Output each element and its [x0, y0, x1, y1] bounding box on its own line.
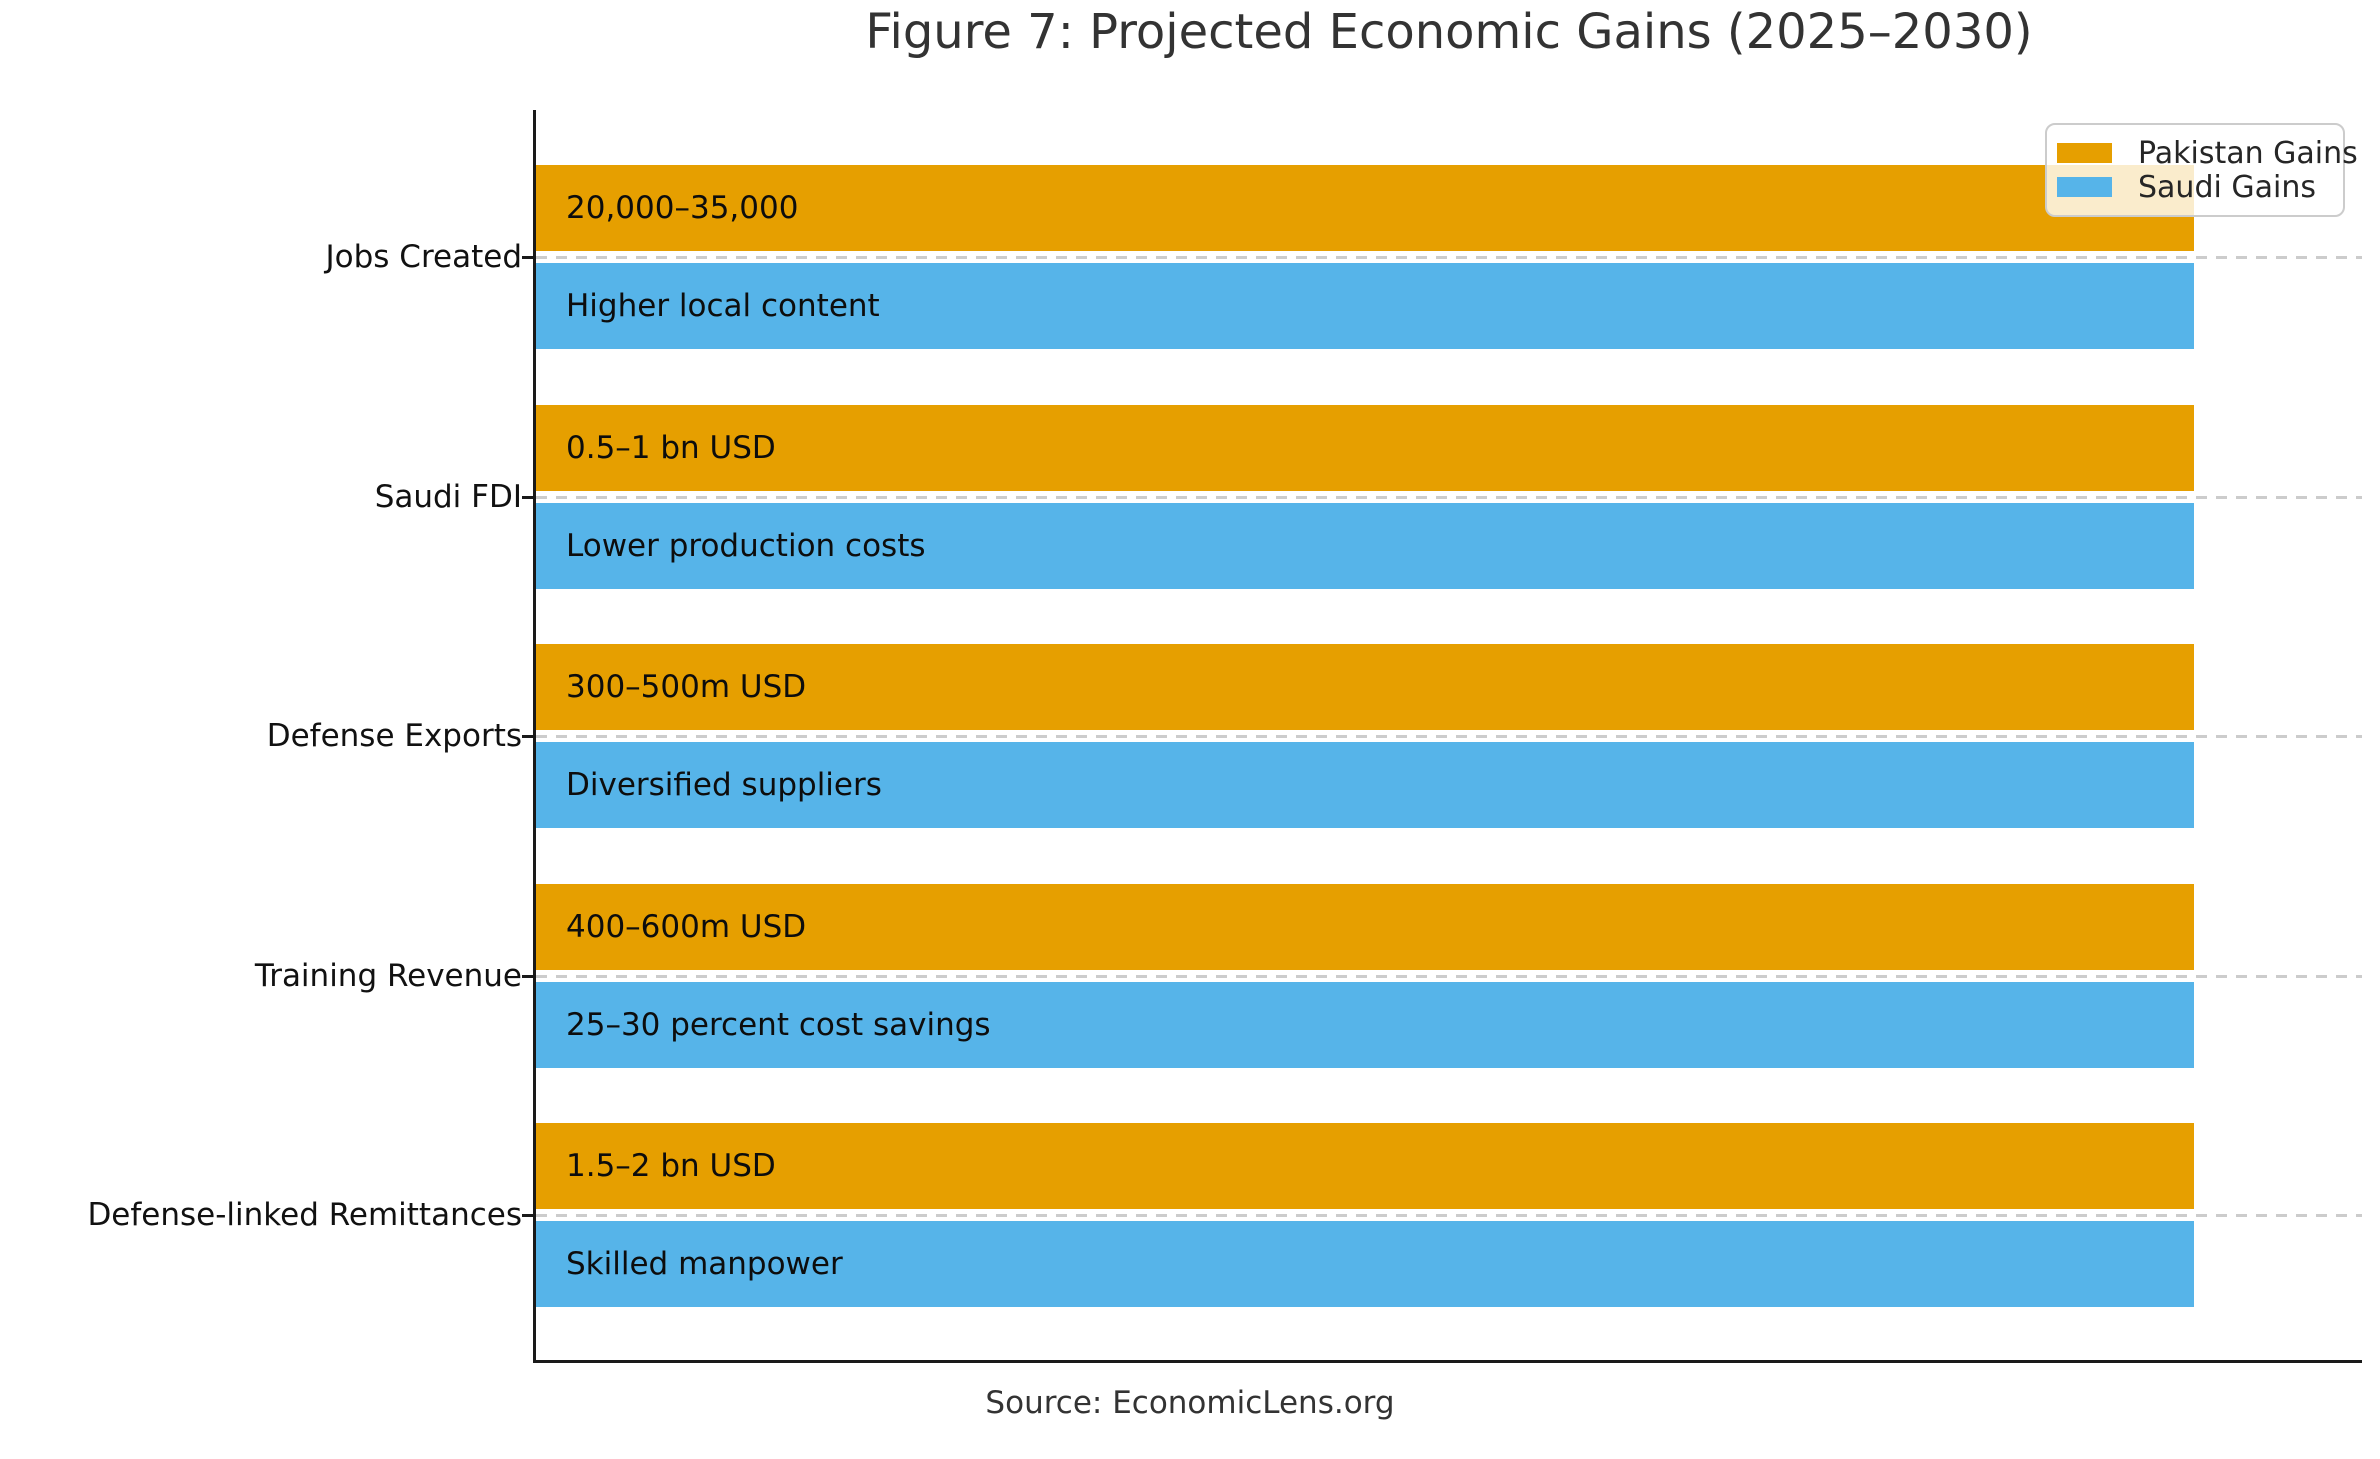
gridline	[536, 974, 2362, 978]
source-caption: Source: EconomicLens.org	[985, 1385, 1395, 1421]
axis-tick	[522, 974, 536, 978]
gridline	[536, 1214, 2362, 1217]
bar-saudi-gains: Diversified suppliers	[536, 742, 2194, 828]
bar-value-label: 25–30 percent cost savings	[566, 1006, 991, 1043]
y-axis-labels: Jobs Created Saudi FDI Defense Exports Trai…	[0, 0, 522, 1459]
bar-pakistan-gains: 0.5–1 bn USD	[536, 404, 2194, 491]
gridline	[536, 495, 2362, 499]
bar-value-label: 300–500m USD	[566, 669, 807, 705]
category-label: Defense-linked Remittances	[87, 1197, 522, 1233]
bar-value-label: Higher local content	[566, 288, 880, 324]
x-axis-line	[533, 1360, 2362, 1363]
bar-value-label: Diversified suppliers	[566, 767, 882, 803]
axis-tick	[522, 495, 536, 499]
category-label: Saudi FDI	[374, 478, 522, 515]
legend-swatch-pakistan	[2057, 143, 2112, 163]
bar-pakistan-gains: 400–600m USD	[536, 883, 2194, 970]
bar-value-label: 1.5–2 bn USD	[566, 1148, 776, 1184]
axis-tick	[522, 256, 536, 259]
plot-area: 20,000–35,000 Higher local content 0.5–1 b…	[522, 110, 2362, 1363]
bar-value-label: Lower production costs	[566, 527, 926, 564]
bar-saudi-gains: Higher local content	[536, 263, 2194, 349]
bar-value-label: 400–600m USD	[566, 908, 807, 945]
legend-label-pakistan: Pakistan Gains	[2138, 135, 2358, 171]
gridline	[536, 735, 2362, 738]
bar-pakistan-gains: 300–500m USD	[536, 644, 2194, 730]
category-label: Training Revenue	[254, 957, 522, 994]
chart-title: Figure 7: Projected Economic Gains (2025…	[865, 4, 2033, 60]
bar-value-label: 0.5–1 bn USD	[566, 429, 776, 466]
gridline	[536, 256, 2362, 259]
bar-pakistan-gains: 1.5–2 bn USD	[536, 1123, 2194, 1209]
category-label: Jobs Created	[325, 239, 522, 275]
legend: Pakistan Gains Saudi Gains	[2045, 123, 2358, 217]
bar-saudi-gains: Skilled manpower	[536, 1221, 2194, 1307]
axis-tick	[522, 735, 536, 738]
axis-tick	[522, 1214, 536, 1217]
legend-swatch-saudi	[2057, 177, 2112, 197]
bar-pakistan-gains: 20,000–35,000	[536, 165, 2194, 251]
legend-item-saudi: Saudi Gains	[2057, 169, 2329, 205]
legend-label-saudi: Saudi Gains	[2138, 169, 2316, 205]
bar-saudi-gains: 25–30 percent cost savings	[536, 981, 2194, 1068]
bar-value-label: Skilled manpower	[566, 1246, 843, 1282]
category-label: Defense Exports	[266, 718, 522, 754]
bar-saudi-gains: Lower production costs	[536, 502, 2194, 589]
bar-value-label: 20,000–35,000	[566, 190, 799, 226]
legend-item-pakistan: Pakistan Gains	[2057, 136, 2358, 171]
